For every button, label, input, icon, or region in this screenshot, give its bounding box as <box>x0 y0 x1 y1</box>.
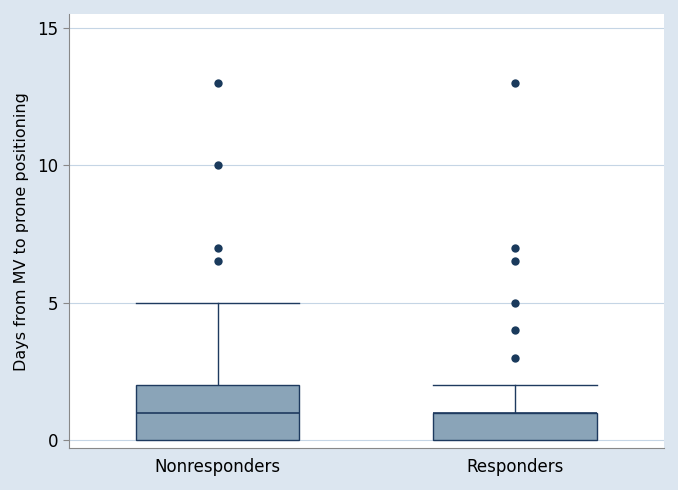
Bar <box>433 413 597 440</box>
Y-axis label: Days from MV to prone positioning: Days from MV to prone positioning <box>14 92 29 370</box>
Bar <box>136 385 300 440</box>
